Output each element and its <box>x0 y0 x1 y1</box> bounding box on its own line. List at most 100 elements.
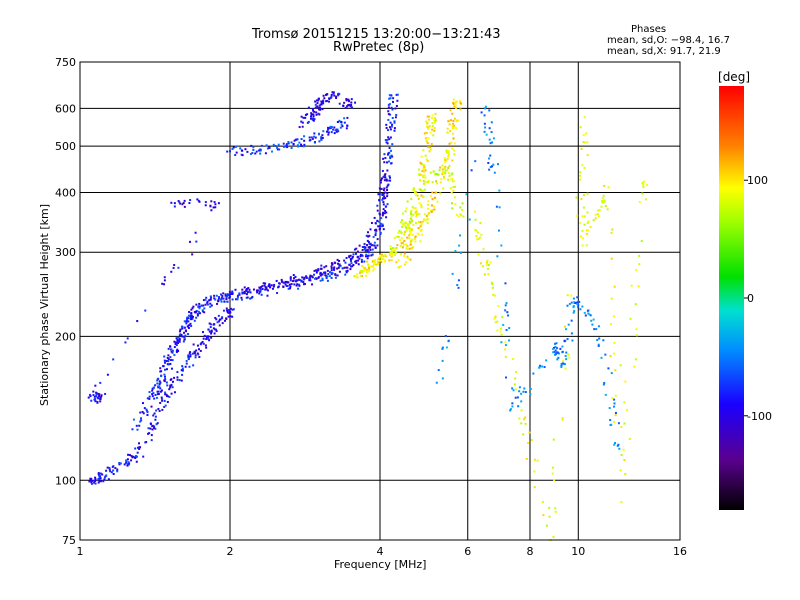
data-point <box>421 170 424 173</box>
data-point <box>212 206 215 209</box>
data-point <box>274 145 277 148</box>
data-point <box>313 110 316 113</box>
data-point <box>285 143 288 146</box>
data-point <box>455 107 458 110</box>
data-point <box>364 249 367 252</box>
data-point <box>266 147 269 150</box>
data-point <box>386 203 389 206</box>
data-point <box>623 459 626 462</box>
data-point <box>236 294 239 297</box>
data-point <box>312 109 315 112</box>
data-point <box>369 248 372 251</box>
data-point <box>146 411 149 414</box>
data-point <box>435 173 438 176</box>
data-point <box>414 235 417 238</box>
data-point <box>337 94 340 97</box>
data-point <box>183 205 186 208</box>
data-point <box>359 255 362 258</box>
data-point <box>169 378 172 381</box>
data-point <box>393 236 396 239</box>
data-point <box>215 330 218 333</box>
data-point <box>258 149 261 152</box>
data-point <box>234 288 237 291</box>
data-point <box>229 315 232 318</box>
data-point <box>345 271 348 274</box>
data-point <box>99 472 102 475</box>
data-point <box>170 348 173 351</box>
data-point <box>459 251 462 254</box>
data-point <box>102 480 105 483</box>
data-point <box>370 244 373 247</box>
data-point <box>283 145 286 148</box>
x-axis-label: Frequency [MHz] <box>334 558 427 571</box>
data-point <box>260 293 263 296</box>
data-point <box>313 141 316 144</box>
data-point <box>118 461 121 464</box>
x-tick-label: 8 <box>527 545 534 558</box>
data-point <box>433 121 436 124</box>
data-point <box>166 384 169 387</box>
data-point <box>195 310 198 313</box>
data-point <box>561 417 564 420</box>
data-point <box>163 276 166 279</box>
data-point <box>333 267 336 270</box>
data-point <box>363 242 366 245</box>
data-point <box>604 205 607 208</box>
data-point <box>235 298 238 301</box>
data-point <box>435 381 438 384</box>
data-point <box>146 397 149 400</box>
data-point <box>384 255 387 258</box>
data-point <box>490 131 493 134</box>
data-point <box>368 268 371 271</box>
data-point <box>390 253 393 256</box>
data-point <box>167 358 170 361</box>
data-point <box>190 325 193 328</box>
data-point <box>201 310 204 313</box>
data-point <box>346 105 349 108</box>
data-point <box>423 182 426 185</box>
data-point <box>554 346 557 349</box>
data-point <box>613 398 616 401</box>
data-point <box>505 376 508 379</box>
data-point <box>163 279 166 282</box>
data-point <box>499 327 502 330</box>
data-point <box>620 501 623 504</box>
data-point <box>289 279 292 282</box>
data-point <box>136 320 139 323</box>
data-point <box>488 157 491 160</box>
stats-heading: Phases <box>631 24 667 35</box>
data-point <box>336 274 339 277</box>
data-point <box>167 363 170 366</box>
data-point <box>379 181 382 184</box>
data-point <box>418 188 421 191</box>
data-point <box>179 202 182 205</box>
data-point <box>389 179 392 182</box>
data-point <box>389 113 392 116</box>
data-point <box>493 294 496 297</box>
data-point <box>345 127 348 130</box>
data-point <box>196 312 199 315</box>
data-point <box>449 119 452 122</box>
data-point <box>346 269 349 272</box>
data-point <box>322 130 325 133</box>
data-point <box>154 418 157 421</box>
data-point <box>374 234 377 237</box>
data-point <box>330 265 333 268</box>
data-point <box>408 220 411 223</box>
colorbar-tick-label: 100 <box>747 174 768 187</box>
data-point <box>465 193 468 196</box>
data-point <box>404 225 407 228</box>
data-point <box>105 474 108 477</box>
data-point <box>366 231 369 234</box>
data-point <box>474 218 477 221</box>
data-point <box>159 367 162 370</box>
data-point <box>384 254 387 257</box>
data-point <box>446 168 449 171</box>
data-point <box>203 307 206 310</box>
data-point <box>441 347 444 350</box>
data-point <box>492 293 495 296</box>
data-point <box>306 113 309 116</box>
data-point <box>470 169 473 172</box>
data-point <box>296 138 299 141</box>
data-point <box>180 379 183 382</box>
